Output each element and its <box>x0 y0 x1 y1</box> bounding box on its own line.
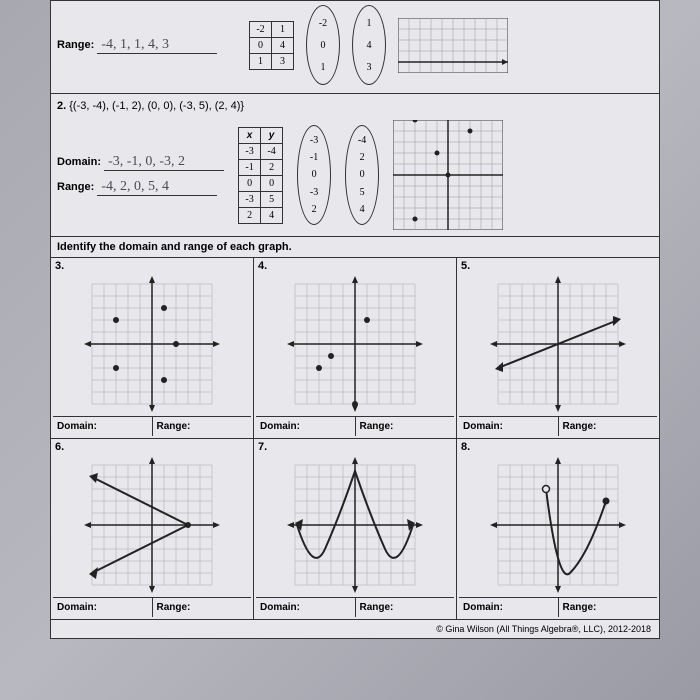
range-label-2: Range: <box>57 181 94 193</box>
mapping-oval-2b: -42054 <box>345 125 379 225</box>
prob2-num: 2. <box>57 100 66 112</box>
range-label-8: Range: <box>559 597 658 617</box>
graph-6: 6. Domain:Range: <box>51 439 254 619</box>
problem-2: 2. {(-3, -4), (-1, 2), (0, 0), (-3, 5), … <box>51 94 659 237</box>
range-value: -4, 1, 1, 4, 3 <box>97 37 217 54</box>
domain-label-4: Domain: <box>256 416 356 436</box>
graph-8-svg <box>488 455 628 595</box>
domain-value-2: -3, -1, 0, -3, 2 <box>104 154 224 171</box>
graph-7: 7. Domain:Range: <box>254 439 457 619</box>
domain-label-7: Domain: <box>256 597 356 617</box>
range-label-3: Range: <box>153 416 252 436</box>
domain-label-2: Domain: <box>57 156 101 168</box>
graph-row-2: 6. Domain:Range: 7. Domain:Range: <box>51 439 659 620</box>
graph-4-svg <box>285 274 425 414</box>
graph-4: 4. Domain:Range: <box>254 258 457 438</box>
graph-3: 3. Domain:Range: <box>51 258 254 438</box>
range-value-2: -4, 2, 0, 5, 4 <box>97 179 217 196</box>
copyright: © Gina Wilson (All Things Algebra®, LLC)… <box>51 620 659 638</box>
range-label: Range: <box>57 39 94 51</box>
xy-table-2: xy -3-4 -12 00 -35 24 <box>238 127 283 224</box>
range-label-4: Range: <box>356 416 455 436</box>
mini-grid-2 <box>393 120 503 230</box>
domain-label-3: Domain: <box>53 416 153 436</box>
mapping-oval-2a: -3-10-32 <box>297 125 331 225</box>
domain-label-8: Domain: <box>459 597 559 617</box>
mapping-oval-top-1: -201 <box>306 5 340 85</box>
graph-5-svg <box>488 274 628 414</box>
xy-table-1: -21 04 13 <box>249 21 294 70</box>
worksheet: Range: -4, 1, 1, 4, 3 -21 04 13 -201 143… <box>50 0 660 639</box>
graph-3-svg <box>82 274 222 414</box>
domain-label-5: Domain: <box>459 416 559 436</box>
section-title: Identify the domain and range of each gr… <box>51 237 659 258</box>
prob2-set: {(-3, -4), (-1, 2), (0, 0), (-3, 5), (2,… <box>69 100 244 112</box>
range-label-5: Range: <box>559 416 658 436</box>
mapping-oval-top-2: 143 <box>352 5 386 85</box>
mini-grid-1 <box>398 18 508 73</box>
graph-row-1: 3. Domain:Range: 4. Domain:Range: 5. <box>51 258 659 439</box>
range-label-6: Range: <box>153 597 252 617</box>
row-1-partial: Range: -4, 1, 1, 4, 3 -21 04 13 -201 143 <box>51 1 659 94</box>
graph-7-svg <box>285 455 425 595</box>
graph-6-svg <box>82 455 222 595</box>
graph-8: 8. Domain:Range: <box>457 439 659 619</box>
graph-5: 5. Domain:Range: <box>457 258 659 438</box>
domain-label-6: Domain: <box>53 597 153 617</box>
range-label-7: Range: <box>356 597 455 617</box>
